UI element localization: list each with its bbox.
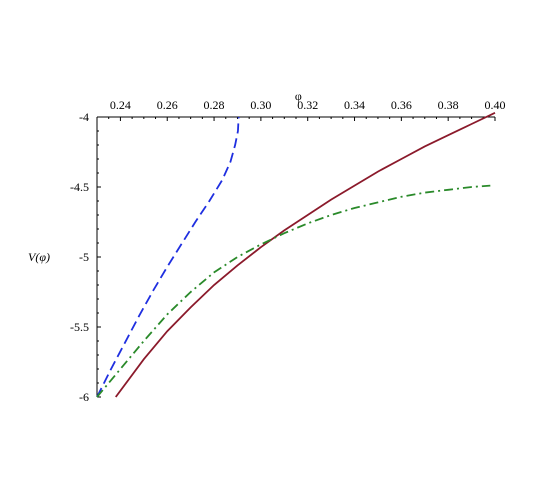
x-tick-label: 0.38 xyxy=(438,98,459,112)
y-ticks: -4 -4.5 -5 -5.5 -6 xyxy=(70,110,101,404)
y-tick-label: -5.5 xyxy=(70,320,89,334)
axes: 0.24 0.26 0.28 0.30 0.32 0.34 0.36 0.38 0.40 -4-… xyxy=(70,98,506,404)
x-axis-title: φ xyxy=(295,89,302,103)
y-tick-label: -5 xyxy=(79,250,89,264)
x-tick-label: 0.24 xyxy=(110,98,131,112)
series-group xyxy=(96,111,496,398)
x-tick-label: 0.34 xyxy=(344,98,365,112)
x-ticks: 0.24 0.26 0.28 0.30 0.32 0.34 0.36 0.38 0.40 xyxy=(96,98,506,121)
x-tick-label: 0.28 xyxy=(204,98,225,112)
x-tick-label: 0.36 xyxy=(391,98,412,112)
x-tick-label: 0.32 xyxy=(297,98,318,112)
y-tick-label: -4 xyxy=(79,110,89,124)
x-tick-label: 0.30 xyxy=(250,98,271,112)
x-tick-label: 0.40 xyxy=(485,98,506,112)
y-axis-title: V(φ) xyxy=(28,250,50,264)
series-line-dashed xyxy=(96,116,240,398)
y-tick-label: -4.5 xyxy=(70,180,89,194)
y-tick-label: -6 xyxy=(79,390,89,404)
series-line-dashdot xyxy=(96,184,491,398)
x-tick-label: 0.26 xyxy=(157,98,178,112)
series-line-solid xyxy=(115,111,496,398)
